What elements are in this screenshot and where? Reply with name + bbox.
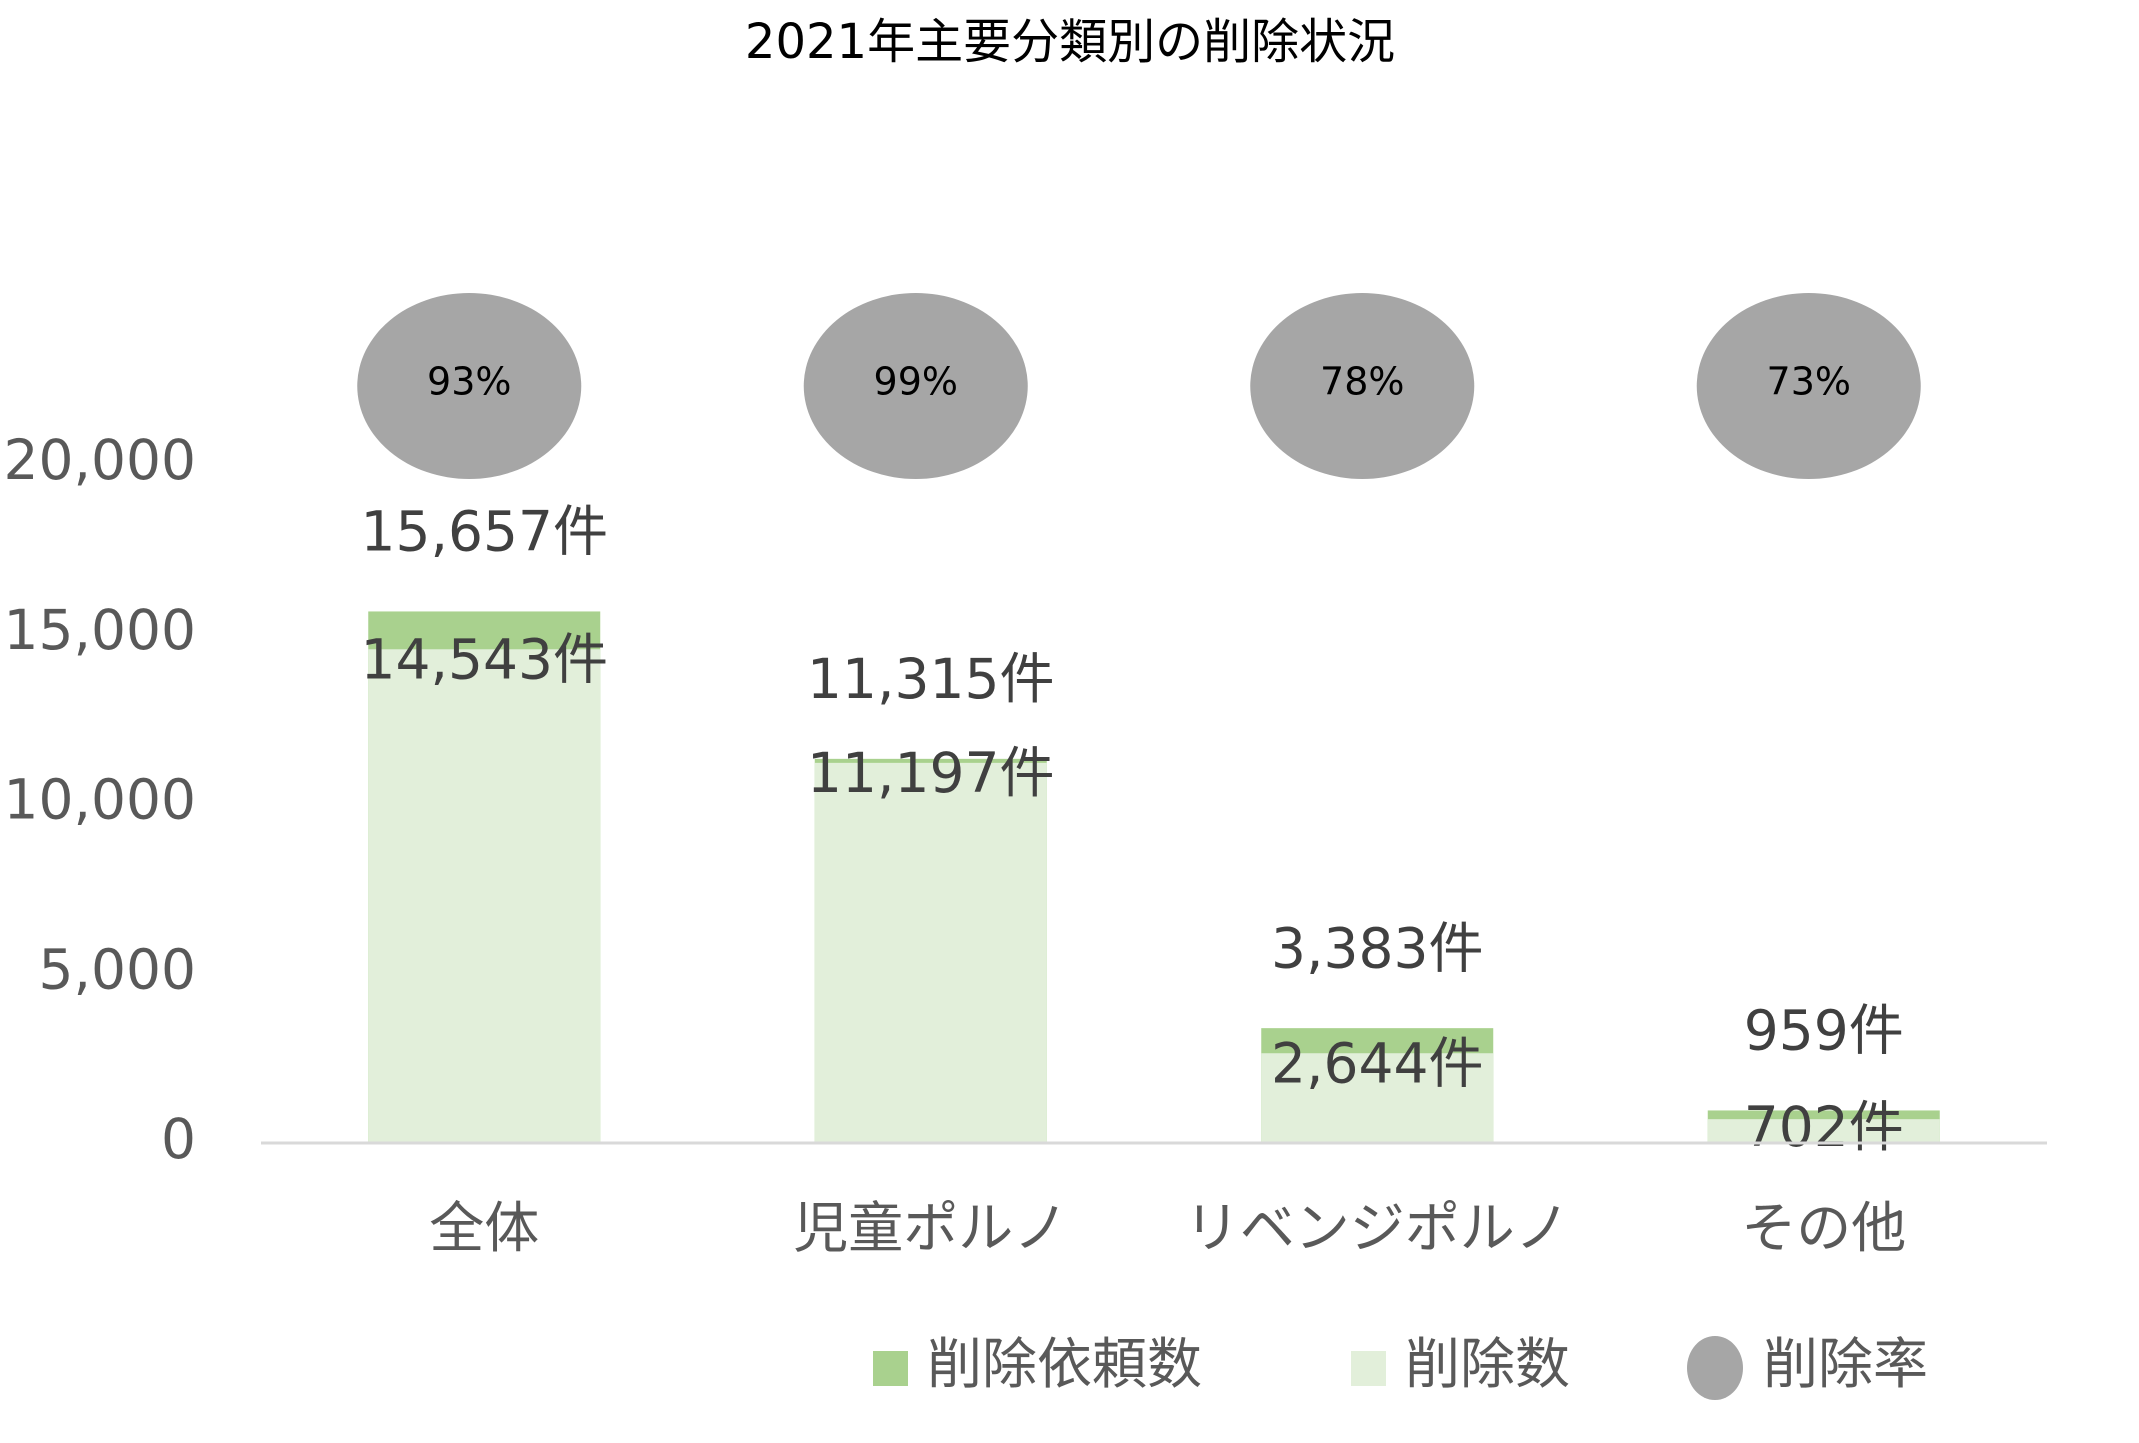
x-tick-label: その他 xyxy=(1741,1196,1906,1260)
legend-label: 削除率 xyxy=(1763,1332,1928,1396)
x-tick-label: リベンジポルノ xyxy=(1185,1196,1570,1260)
x-tick-label: 児童ポルノ xyxy=(793,1196,1068,1260)
legend-label: 削除数 xyxy=(1405,1332,1570,1396)
y-tick-label: 5,000 xyxy=(39,937,196,1001)
legend-swatch xyxy=(1687,1336,1743,1400)
data-label: 2,644件 xyxy=(1271,1031,1483,1095)
legend-swatch xyxy=(1351,1351,1386,1386)
bar xyxy=(368,649,601,1143)
rate-bubble xyxy=(357,293,582,479)
data-label: 11,197件 xyxy=(807,741,1054,805)
data-label: 15,657件 xyxy=(361,500,608,564)
data-label: 3,383件 xyxy=(1271,916,1483,980)
rate-label: 78% xyxy=(1320,360,1404,404)
bar xyxy=(1261,1053,1494,1143)
x-tick-label: 全体 xyxy=(429,1196,539,1260)
rate-bubble xyxy=(803,293,1028,479)
data-label: 702件 xyxy=(1744,1095,1904,1159)
rate-label: 93% xyxy=(427,360,511,404)
rate-label: 73% xyxy=(1767,360,1851,404)
data-label: 959件 xyxy=(1744,999,1904,1063)
y-tick-label: 20,000 xyxy=(4,428,196,492)
rate-bubble xyxy=(1696,293,1921,479)
rate-bubble xyxy=(1250,293,1475,479)
y-tick-label: 15,000 xyxy=(4,598,196,662)
legend-swatch xyxy=(873,1351,908,1386)
y-tick-label: 10,000 xyxy=(4,768,196,832)
legend-label: 削除依頼数 xyxy=(927,1332,1202,1396)
chart-title: 2021年主要分類別の削除状況 xyxy=(745,14,1395,70)
y-tick-label: 0 xyxy=(161,1107,196,1171)
data-label: 14,543件 xyxy=(361,627,608,691)
rate-label: 99% xyxy=(874,360,958,404)
data-label: 11,315件 xyxy=(807,647,1054,711)
bar xyxy=(1707,1119,1940,1143)
bar xyxy=(814,762,1047,1143)
